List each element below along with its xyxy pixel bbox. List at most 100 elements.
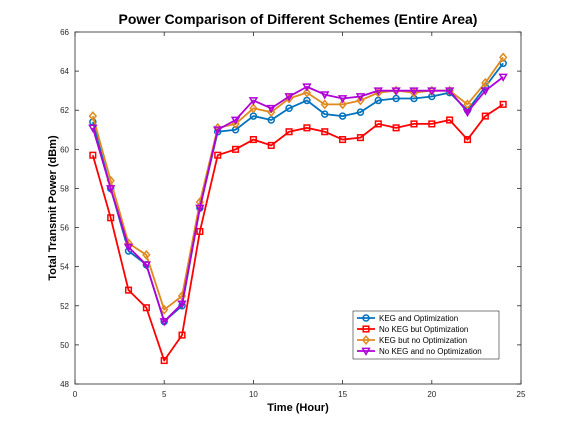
data-point — [284, 93, 294, 102]
y-tick-label: 56 — [60, 224, 69, 233]
data-point — [107, 214, 115, 222]
data-point — [267, 107, 276, 118]
data-point — [142, 249, 151, 260]
data-point — [230, 116, 241, 125]
y-tick-label: 64 — [60, 67, 69, 76]
data-point — [410, 120, 418, 128]
data-point — [444, 87, 455, 96]
x-tick-label: 5 — [162, 390, 167, 399]
data-point — [321, 128, 329, 136]
data-point — [303, 124, 311, 132]
legend-label: No KEG and no Optimization — [379, 347, 482, 356]
data-point — [498, 73, 508, 82]
data-point — [266, 104, 276, 114]
data-point — [159, 318, 169, 327]
data-point — [124, 286, 133, 294]
data-point — [267, 141, 275, 149]
data-point — [105, 185, 116, 194]
legend-box — [352, 310, 500, 360]
data-point — [178, 331, 186, 339]
y-tick-label: 54 — [60, 263, 69, 272]
data-point — [463, 136, 472, 144]
data-point — [498, 52, 508, 63]
legend-marker — [362, 325, 370, 333]
axis-ticks: 0 5 10 15 20 25 48 50 52 54 56 58 60 62 64 66 — [60, 28, 526, 399]
data-point — [196, 227, 204, 236]
data-point — [355, 93, 366, 102]
data-point — [160, 356, 168, 365]
legend-marker — [362, 314, 370, 322]
series-layer — [88, 52, 508, 365]
data-point — [232, 145, 240, 153]
data-point — [123, 243, 134, 253]
series-line — [91, 76, 504, 323]
legend-marker — [361, 347, 371, 356]
data-point — [249, 136, 257, 144]
data-point — [463, 99, 472, 110]
y-tick-label: 62 — [60, 106, 69, 115]
x-tick-label: 20 — [427, 390, 436, 399]
legend-item: KEG and Optimization — [357, 314, 458, 323]
y-tick-label: 60 — [60, 145, 69, 154]
data-point — [177, 300, 187, 309]
data-point — [373, 87, 383, 96]
data-point — [392, 124, 400, 132]
data-point — [338, 99, 347, 110]
data-point — [141, 261, 152, 270]
data-point — [356, 134, 364, 142]
x-axis-label: Time (Hour) — [267, 402, 329, 414]
data-point — [339, 136, 347, 144]
data-point — [374, 120, 382, 128]
legend-item: No KEG and no Optimization — [357, 347, 482, 356]
data-point — [213, 126, 223, 135]
data-point — [480, 87, 491, 96]
y-tick-label: 50 — [60, 341, 69, 350]
chart-title: Power Comparison of Different Schemes (E… — [119, 11, 478, 27]
data-point — [337, 95, 348, 104]
data-point — [320, 91, 330, 100]
data-point — [302, 83, 312, 92]
legend-item: No KEG but Optimization — [357, 325, 468, 334]
data-point — [285, 104, 293, 113]
y-tick-label: 52 — [60, 302, 69, 311]
data-point — [195, 204, 205, 213]
data-point — [481, 77, 490, 88]
x-tick-label: 0 — [73, 390, 78, 399]
data-point — [231, 118, 240, 129]
y-tick-label: 48 — [60, 380, 69, 389]
data-point — [320, 99, 329, 110]
data-point — [160, 304, 169, 315]
data-point — [391, 87, 401, 96]
data-point — [302, 87, 312, 98]
data-point — [409, 87, 419, 96]
data-point — [214, 151, 222, 159]
data-point — [89, 151, 97, 159]
legend-label: No KEG but Optimization — [379, 325, 468, 334]
legend-label: KEG but no Optimization — [379, 336, 467, 345]
data-point — [481, 112, 489, 120]
legend-item: KEG but no Optimization — [357, 335, 467, 345]
data-point — [88, 124, 98, 133]
data-point — [462, 108, 473, 118]
data-point — [428, 120, 436, 128]
data-point — [499, 100, 507, 108]
data-point — [446, 116, 454, 124]
y-tick-label: 58 — [60, 184, 69, 193]
x-tick-label: 10 — [249, 390, 258, 399]
data-point — [88, 111, 98, 122]
x-tick-label: 15 — [338, 390, 347, 399]
legend-label: KEG and Optimization — [379, 314, 458, 323]
data-point — [356, 108, 365, 116]
data-point — [249, 103, 258, 114]
series-no-keg-and-no-optimization — [88, 73, 508, 327]
data-point — [248, 97, 259, 106]
y-axis-label: Total Transmit Power (dBm) — [47, 135, 59, 281]
x-tick-label: 25 — [517, 390, 526, 399]
legend: KEG and Optimization No KEG but Optimizat… — [352, 310, 500, 360]
data-point — [338, 112, 347, 120]
data-point — [427, 87, 437, 96]
data-point — [321, 110, 329, 118]
data-point — [285, 128, 293, 136]
